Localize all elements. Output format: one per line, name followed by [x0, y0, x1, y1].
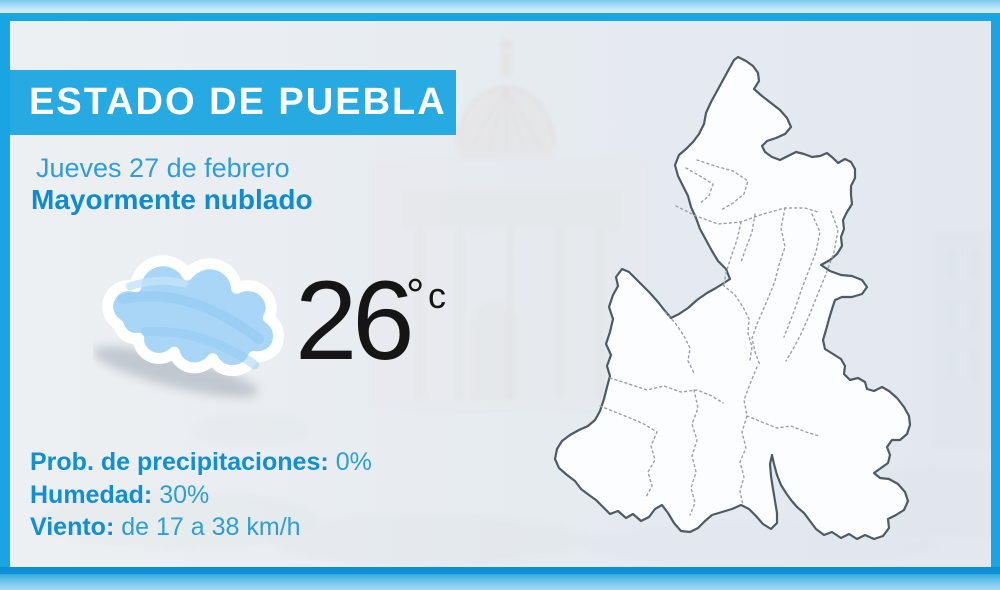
- top-border-line: [0, 13, 1000, 21]
- wind-value: de 17 a 38 km/h: [121, 513, 301, 541]
- temperature-unit: c: [428, 275, 446, 316]
- precipitation-label: Prob. de precipitaciones:: [30, 448, 329, 476]
- bottom-border-line: [0, 567, 1000, 574]
- precipitation-value: 0%: [335, 448, 372, 476]
- forecast-details: Prob. de precipitaciones: 0% Humedad: 30% …: [30, 446, 372, 544]
- bottom-gradient-strip: [0, 574, 1000, 590]
- humidity-label: Humedad:: [30, 480, 153, 509]
- temperature-value: 26: [295, 258, 415, 383]
- precipitation-row: Prob. de precipitaciones: 0%: [30, 446, 372, 479]
- mostly-cloudy-icon: [93, 255, 284, 398]
- degree-symbol: °: [406, 269, 425, 321]
- left-border: [0, 21, 10, 567]
- forecast-condition: Mayormente nublado: [31, 184, 313, 215]
- wind-row: Viento: de 17 a 38 km/h: [30, 511, 372, 544]
- right-border: [991, 21, 1000, 567]
- title-banner: ESTADO DE PUEBLA: [0, 70, 456, 135]
- forecast-date: Jueves 27 de febrero: [36, 153, 290, 183]
- top-gradient-strip: [0, 0, 1000, 13]
- municipal-boundaries: [599, 159, 839, 516]
- humidity-row: Humedad: 30%: [30, 479, 372, 512]
- page-title: ESTADO DE PUEBLA: [29, 81, 447, 123]
- state-outline: [553, 55, 912, 541]
- wind-label: Viento:: [30, 513, 115, 541]
- humidity-value: 30%: [159, 480, 210, 509]
